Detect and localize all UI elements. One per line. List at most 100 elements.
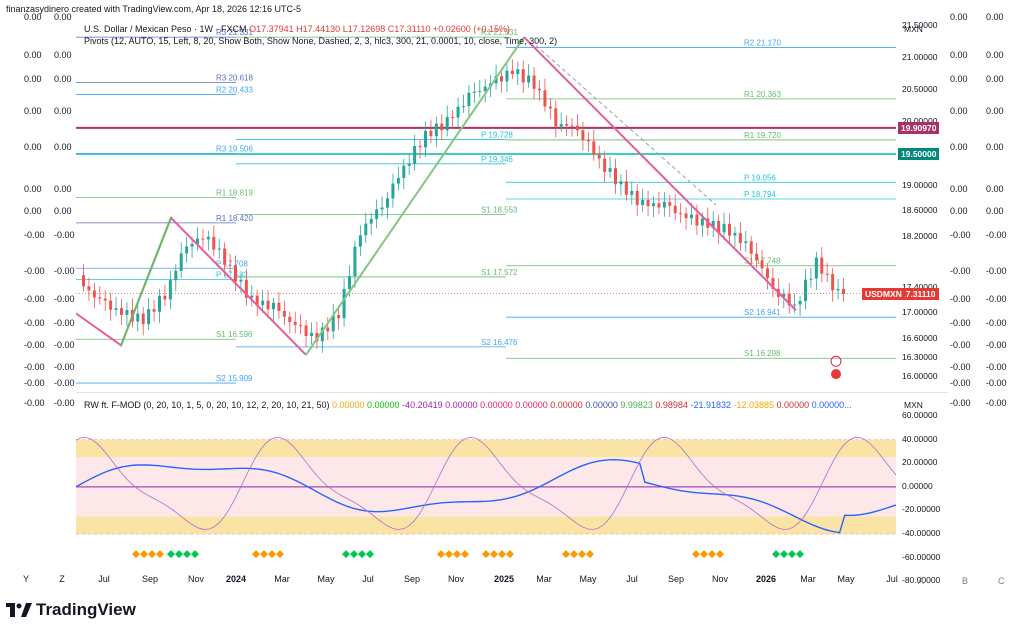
time-tick-label: Sep (403, 574, 421, 584)
lightning-icon[interactable] (830, 355, 842, 367)
osc-diamond-marker (482, 550, 490, 559)
candle-body (711, 220, 715, 228)
osc-value: -40.20419 (399, 400, 443, 410)
candle-body (684, 213, 688, 219)
osc-diamond-marker (148, 550, 156, 559)
trend-line-green (120, 217, 172, 346)
candle-body (418, 146, 422, 148)
candle-body (798, 300, 802, 305)
osc-diamond-marker (498, 550, 506, 559)
candle-body (603, 158, 607, 172)
price-chart[interactable]: R3 21.331 R3 20.618 R2 20.433 R3 19.506 R1 1… (76, 20, 896, 390)
pivot-label: R1 18.420 (216, 214, 253, 223)
side-value: 0.00 (54, 50, 72, 60)
pivot-label: S1 17.572 (481, 268, 518, 277)
candle-body (700, 218, 704, 226)
osc-diamond-marker (175, 550, 183, 559)
candle-body (228, 264, 232, 266)
candle-body (451, 116, 455, 118)
candle-body (679, 213, 683, 215)
side-value: -0.00 (54, 362, 75, 372)
time-tick-label: 2025 (493, 574, 515, 584)
osc-diamond-marker (366, 550, 374, 559)
pane-separator[interactable] (76, 392, 948, 393)
candle-body (391, 183, 395, 199)
candle-body (266, 300, 270, 310)
us-flag-icon[interactable] (831, 369, 841, 380)
symbol-legend[interactable]: U.S. Dollar / Mexican Peso · 1W · FXCM O… (84, 24, 510, 34)
side-value: 0.00 (986, 50, 1004, 60)
corner-letter[interactable]: A (918, 576, 925, 586)
side-value: -0.00 (986, 230, 1007, 240)
candle-body (152, 309, 156, 312)
side-value: -0.00 (950, 266, 971, 276)
osc-diamond-marker (506, 550, 514, 559)
osc-value: 0.00000 (364, 400, 400, 410)
osc-value: 0.00000 (331, 400, 365, 410)
side-value: -0.00 (54, 266, 75, 276)
side-value: 0.00 (54, 142, 72, 152)
corner-letter[interactable]: B (962, 576, 969, 586)
side-value: -0.00 (54, 340, 75, 350)
candle-body (179, 253, 183, 271)
created-by-text: finanzasydinero created with TradingView… (6, 4, 302, 14)
candle-body (310, 332, 313, 337)
price-tick-label: 20.00000 (902, 116, 937, 126)
osc-diamond-marker (350, 550, 358, 559)
time-tick-label: Jul (886, 574, 898, 584)
candle-body (787, 293, 791, 306)
side-value: -0.00 (950, 318, 971, 328)
price-tick-label: 18.60000 (902, 205, 938, 216)
pivot-label: P 19.728 (481, 130, 513, 139)
candle-body (413, 146, 417, 164)
oscillator-axis[interactable]: 60.00000 40.00000 20.00000 0.00000 -20.00000… (898, 396, 948, 585)
oscillator-chart[interactable] (76, 396, 896, 570)
pivot-label: S2 16.476 (481, 338, 518, 347)
osc-tick-label: 40.00000 (902, 433, 938, 444)
candle-body (337, 314, 341, 319)
candle-body (521, 69, 525, 83)
osc-value: 0.00000... (809, 400, 852, 410)
candle-body (814, 257, 818, 279)
side-value: -0.00 (24, 340, 45, 350)
time-tick-label: Nov (187, 574, 205, 584)
price-tick-label: 16.30000 (902, 352, 938, 363)
side-value: 0.00 (986, 12, 1004, 22)
candle-body (320, 327, 324, 342)
candle-body (510, 70, 514, 75)
price-axis[interactable]: 21.50000 21.00000 20.50000 20.00000 19.00000… (898, 20, 948, 390)
candle-body (234, 265, 237, 282)
pivot-label: P 17.708 (216, 259, 248, 268)
candle-body (201, 238, 205, 240)
candle-body (744, 241, 748, 244)
time-tick-label: Mar (800, 574, 816, 584)
price-tick-label: 16.00000 (902, 371, 938, 382)
side-value: 0.00 (986, 106, 1004, 116)
candle-body (386, 198, 389, 208)
osc-diamond-marker (358, 550, 366, 559)
candle-body (494, 76, 498, 84)
osc-diamond-marker (453, 550, 461, 559)
osc-tick-label: -20.00000 (902, 504, 941, 515)
side-value: 0.00 (986, 184, 1004, 194)
candle-body (825, 273, 829, 275)
candle-body (576, 125, 579, 131)
candle-body (141, 313, 145, 325)
candle-body (630, 190, 634, 195)
time-axis[interactable]: Y Z Jul Sep Nov 2024 Mar May Jul Sep Nov 2025 Mar May… (23, 574, 898, 588)
candle-body (136, 313, 140, 322)
candle-body (592, 141, 596, 155)
pivots-indicator-legend[interactable]: Pivots (12, AUTO, 15, Left, 8, 20, Show … (84, 36, 558, 46)
oscillator-legend[interactable]: RW ft. F-MOD (0, 20, 10, 1, 5, 0, 20, 10… (84, 400, 852, 410)
price-tick-label: 18.20000 (902, 230, 938, 241)
side-value: -0.00 (950, 230, 971, 240)
corner-letter[interactable]: C (998, 576, 1005, 586)
side-value: 0.00 (950, 12, 968, 22)
candle-body (326, 327, 330, 332)
osc-diamond-marker (461, 550, 469, 559)
candle-body (782, 293, 786, 297)
candle-body (717, 220, 721, 233)
time-tick-label: 2026 (755, 574, 777, 584)
price-tick-label: 21.00000 (902, 52, 938, 63)
pivot-label: S2 15.909 (216, 374, 253, 383)
